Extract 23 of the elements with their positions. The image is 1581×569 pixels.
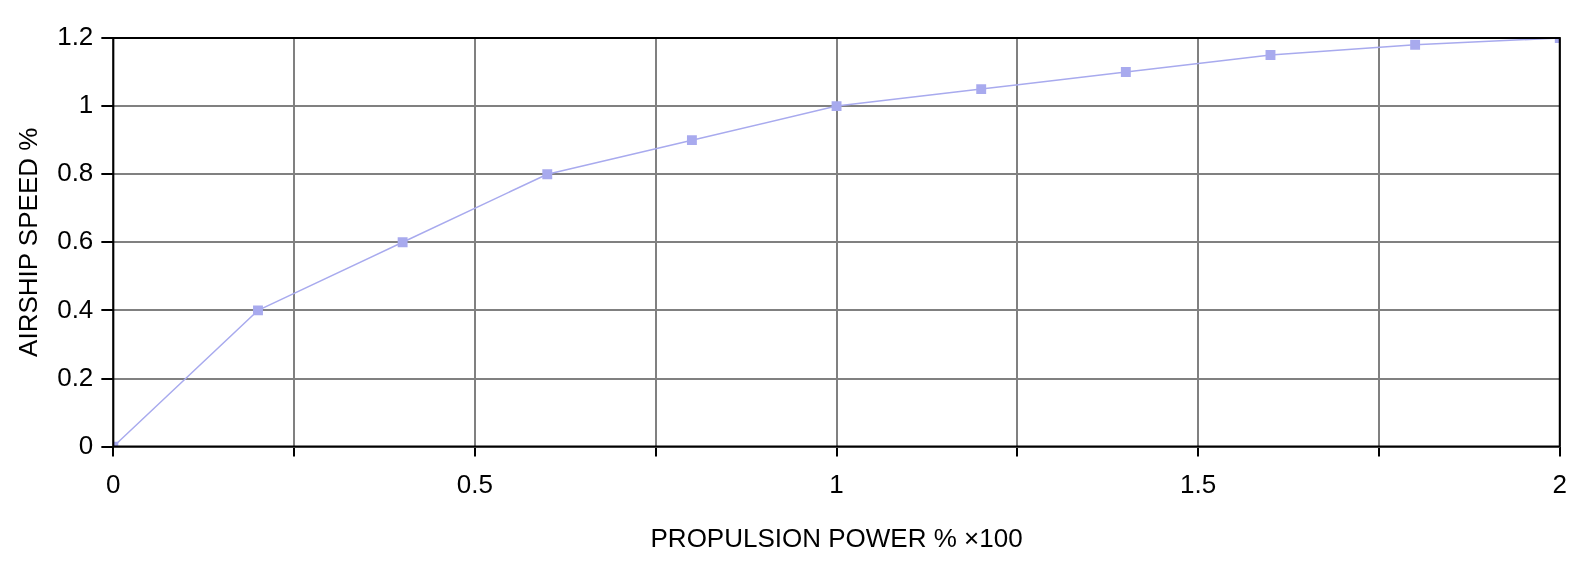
y-tick-label: 0 (78, 429, 94, 460)
point (253, 305, 263, 316)
y-tick-label: 1.2 (57, 21, 94, 52)
x-tick-label: 1 (829, 469, 844, 500)
y-tick-label: 0.4 (57, 293, 94, 324)
point (542, 169, 553, 180)
point (976, 84, 987, 95)
x-tick-label: 2 (1552, 469, 1567, 500)
x-tick-label: 0.5 (456, 469, 494, 500)
y-tick-label: 0.8 (57, 157, 94, 188)
y-tick-label: 0.2 (57, 361, 94, 392)
y-tick-label: 0.6 (57, 225, 94, 256)
point (831, 101, 842, 112)
x-axis-title: PROPULSION POWER % ×100 (650, 522, 1023, 553)
point (1410, 39, 1421, 50)
point (686, 135, 697, 146)
x-tick-label: 1.5 (1180, 469, 1217, 500)
y-axis-title: AIRSHIP SPEED % (12, 127, 43, 357)
point (1120, 67, 1131, 77)
y-tick-label: 1 (78, 89, 94, 120)
point (1265, 50, 1276, 60)
x-tick-label: 0 (106, 469, 121, 500)
point (397, 237, 408, 248)
